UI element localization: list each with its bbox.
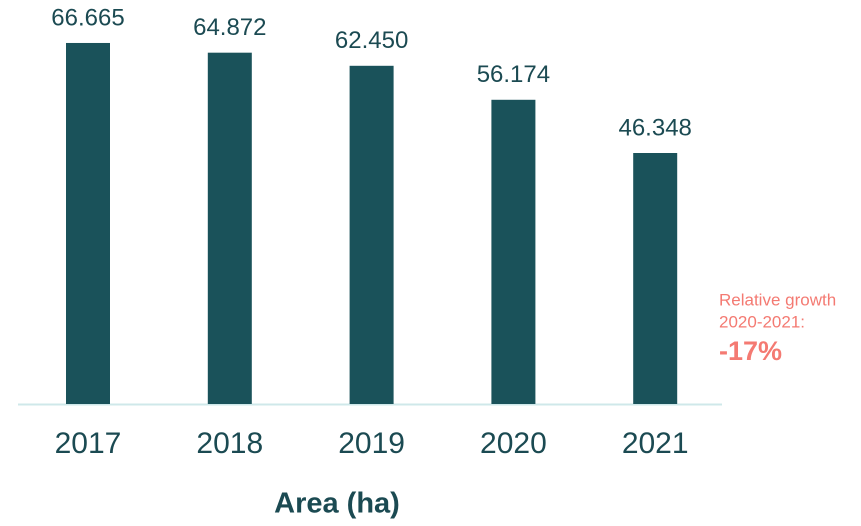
annotation-highlight: -17%	[719, 336, 782, 366]
x-tick-label: 2017	[55, 427, 122, 460]
bar	[207, 52, 252, 404]
bar	[66, 42, 110, 405]
bar	[349, 65, 394, 405]
x-axis-title: Area (ha)	[274, 488, 400, 520]
value-label: 62.450	[335, 27, 408, 54]
x-tick-label: 2020	[480, 427, 547, 460]
x-tick-label: 2019	[338, 427, 405, 460]
annotation-text: 2020-2021:	[719, 312, 805, 331]
value-label: 56.174	[477, 61, 550, 88]
value-label: 64.872	[193, 14, 266, 41]
x-tick-label: 2018	[196, 427, 263, 460]
value-label: 66.665	[51, 4, 124, 31]
bar	[491, 99, 536, 404]
annotation-text: Relative growth	[719, 290, 836, 309]
value-label: 46.348	[618, 114, 691, 141]
x-tick-label: 2021	[622, 427, 689, 460]
bar	[633, 153, 678, 404]
